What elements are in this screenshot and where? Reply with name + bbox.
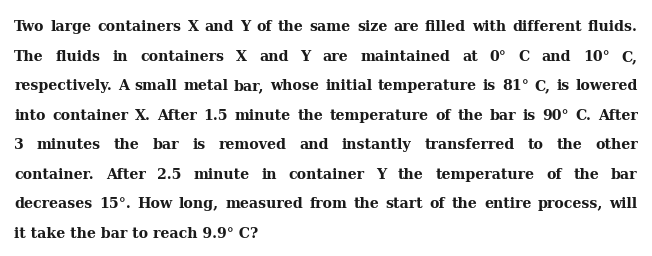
Text: in: in xyxy=(113,50,128,64)
Text: and: and xyxy=(299,138,329,152)
Text: X.: X. xyxy=(135,109,151,123)
Text: small: small xyxy=(135,79,177,93)
Text: bar: bar xyxy=(490,109,516,123)
Text: at: at xyxy=(462,50,478,64)
Text: container.: container. xyxy=(14,168,94,182)
Text: from: from xyxy=(309,197,348,211)
Text: different: different xyxy=(512,20,582,35)
Text: other: other xyxy=(595,138,638,152)
Text: the: the xyxy=(398,168,424,182)
Text: entire: entire xyxy=(484,197,531,211)
Text: the: the xyxy=(556,138,582,152)
Text: the: the xyxy=(452,197,477,211)
Text: filled: filled xyxy=(425,20,466,35)
Text: 0°: 0° xyxy=(490,50,507,64)
Text: minute: minute xyxy=(235,109,291,123)
Text: C,: C, xyxy=(621,50,638,64)
Text: temperature: temperature xyxy=(436,168,535,182)
Text: 10°: 10° xyxy=(583,50,610,64)
Text: transferred: transferred xyxy=(424,138,514,152)
Text: bar: bar xyxy=(611,168,638,182)
Text: the: the xyxy=(297,109,323,123)
Text: initial: initial xyxy=(325,79,372,93)
Text: A: A xyxy=(118,79,129,93)
Text: maintained: maintained xyxy=(360,50,450,64)
Text: C.: C. xyxy=(576,109,591,123)
Text: Two: Two xyxy=(14,20,45,35)
Text: containers: containers xyxy=(140,50,224,64)
Text: the: the xyxy=(114,138,140,152)
Text: containers: containers xyxy=(98,20,182,35)
Text: to: to xyxy=(527,138,543,152)
Text: is: is xyxy=(556,79,569,93)
Text: Y: Y xyxy=(376,168,387,182)
Text: of: of xyxy=(430,197,445,211)
Text: C: C xyxy=(518,50,529,64)
Text: bar: bar xyxy=(153,138,179,152)
Text: the: the xyxy=(457,109,483,123)
Text: After: After xyxy=(598,109,638,123)
Text: are: are xyxy=(393,20,419,35)
Text: decreases: decreases xyxy=(14,197,93,211)
Text: the: the xyxy=(353,197,379,211)
Text: is: is xyxy=(192,138,205,152)
Text: long,: long, xyxy=(179,197,219,211)
Text: into: into xyxy=(14,109,46,123)
Text: 3: 3 xyxy=(14,138,24,152)
Text: Y: Y xyxy=(241,20,250,35)
Text: container: container xyxy=(288,168,364,182)
Text: How: How xyxy=(137,197,172,211)
Text: C,: C, xyxy=(535,79,550,93)
Text: bar,: bar, xyxy=(234,79,265,93)
Text: lowered: lowered xyxy=(575,79,638,93)
Text: temperature: temperature xyxy=(378,79,477,93)
Text: start: start xyxy=(386,197,423,211)
Text: After: After xyxy=(157,109,197,123)
Text: X: X xyxy=(188,20,199,35)
Text: whose: whose xyxy=(271,79,319,93)
Text: X: X xyxy=(236,50,247,64)
Text: After: After xyxy=(106,168,145,182)
Text: will: will xyxy=(610,197,638,211)
Text: fluids: fluids xyxy=(56,50,101,64)
Text: 1.5: 1.5 xyxy=(203,109,228,123)
Text: is: is xyxy=(523,109,536,123)
Text: the: the xyxy=(278,20,304,35)
Text: same: same xyxy=(310,20,351,35)
Text: measured: measured xyxy=(225,197,303,211)
Text: it take the bar to reach 9.9° C?: it take the bar to reach 9.9° C? xyxy=(14,227,259,241)
Text: of: of xyxy=(546,168,562,182)
Text: minutes: minutes xyxy=(37,138,101,152)
Text: temperature: temperature xyxy=(330,109,428,123)
Text: 15°.: 15°. xyxy=(99,197,131,211)
Text: the: the xyxy=(574,168,599,182)
Text: in: in xyxy=(261,168,276,182)
Text: fluids.: fluids. xyxy=(588,20,638,35)
Text: container: container xyxy=(52,109,128,123)
Text: 90°: 90° xyxy=(542,109,569,123)
Text: size: size xyxy=(357,20,387,35)
Text: metal: metal xyxy=(183,79,228,93)
Text: process,: process, xyxy=(538,197,603,211)
Text: of: of xyxy=(256,20,272,35)
Text: and: and xyxy=(205,20,234,35)
Text: 2.5: 2.5 xyxy=(157,168,182,182)
Text: 81°: 81° xyxy=(502,79,529,93)
Text: and: and xyxy=(542,50,571,64)
Text: minute: minute xyxy=(194,168,250,182)
Text: of: of xyxy=(435,109,451,123)
Text: and: and xyxy=(259,50,289,64)
Text: removed: removed xyxy=(218,138,286,152)
Text: with: with xyxy=(472,20,506,35)
Text: respectively.: respectively. xyxy=(14,79,112,93)
Text: are: are xyxy=(323,50,348,64)
Text: instantly: instantly xyxy=(342,138,411,152)
Text: The: The xyxy=(14,50,44,64)
Text: Y: Y xyxy=(301,50,311,64)
Text: is: is xyxy=(482,79,496,93)
Text: large: large xyxy=(51,20,92,35)
